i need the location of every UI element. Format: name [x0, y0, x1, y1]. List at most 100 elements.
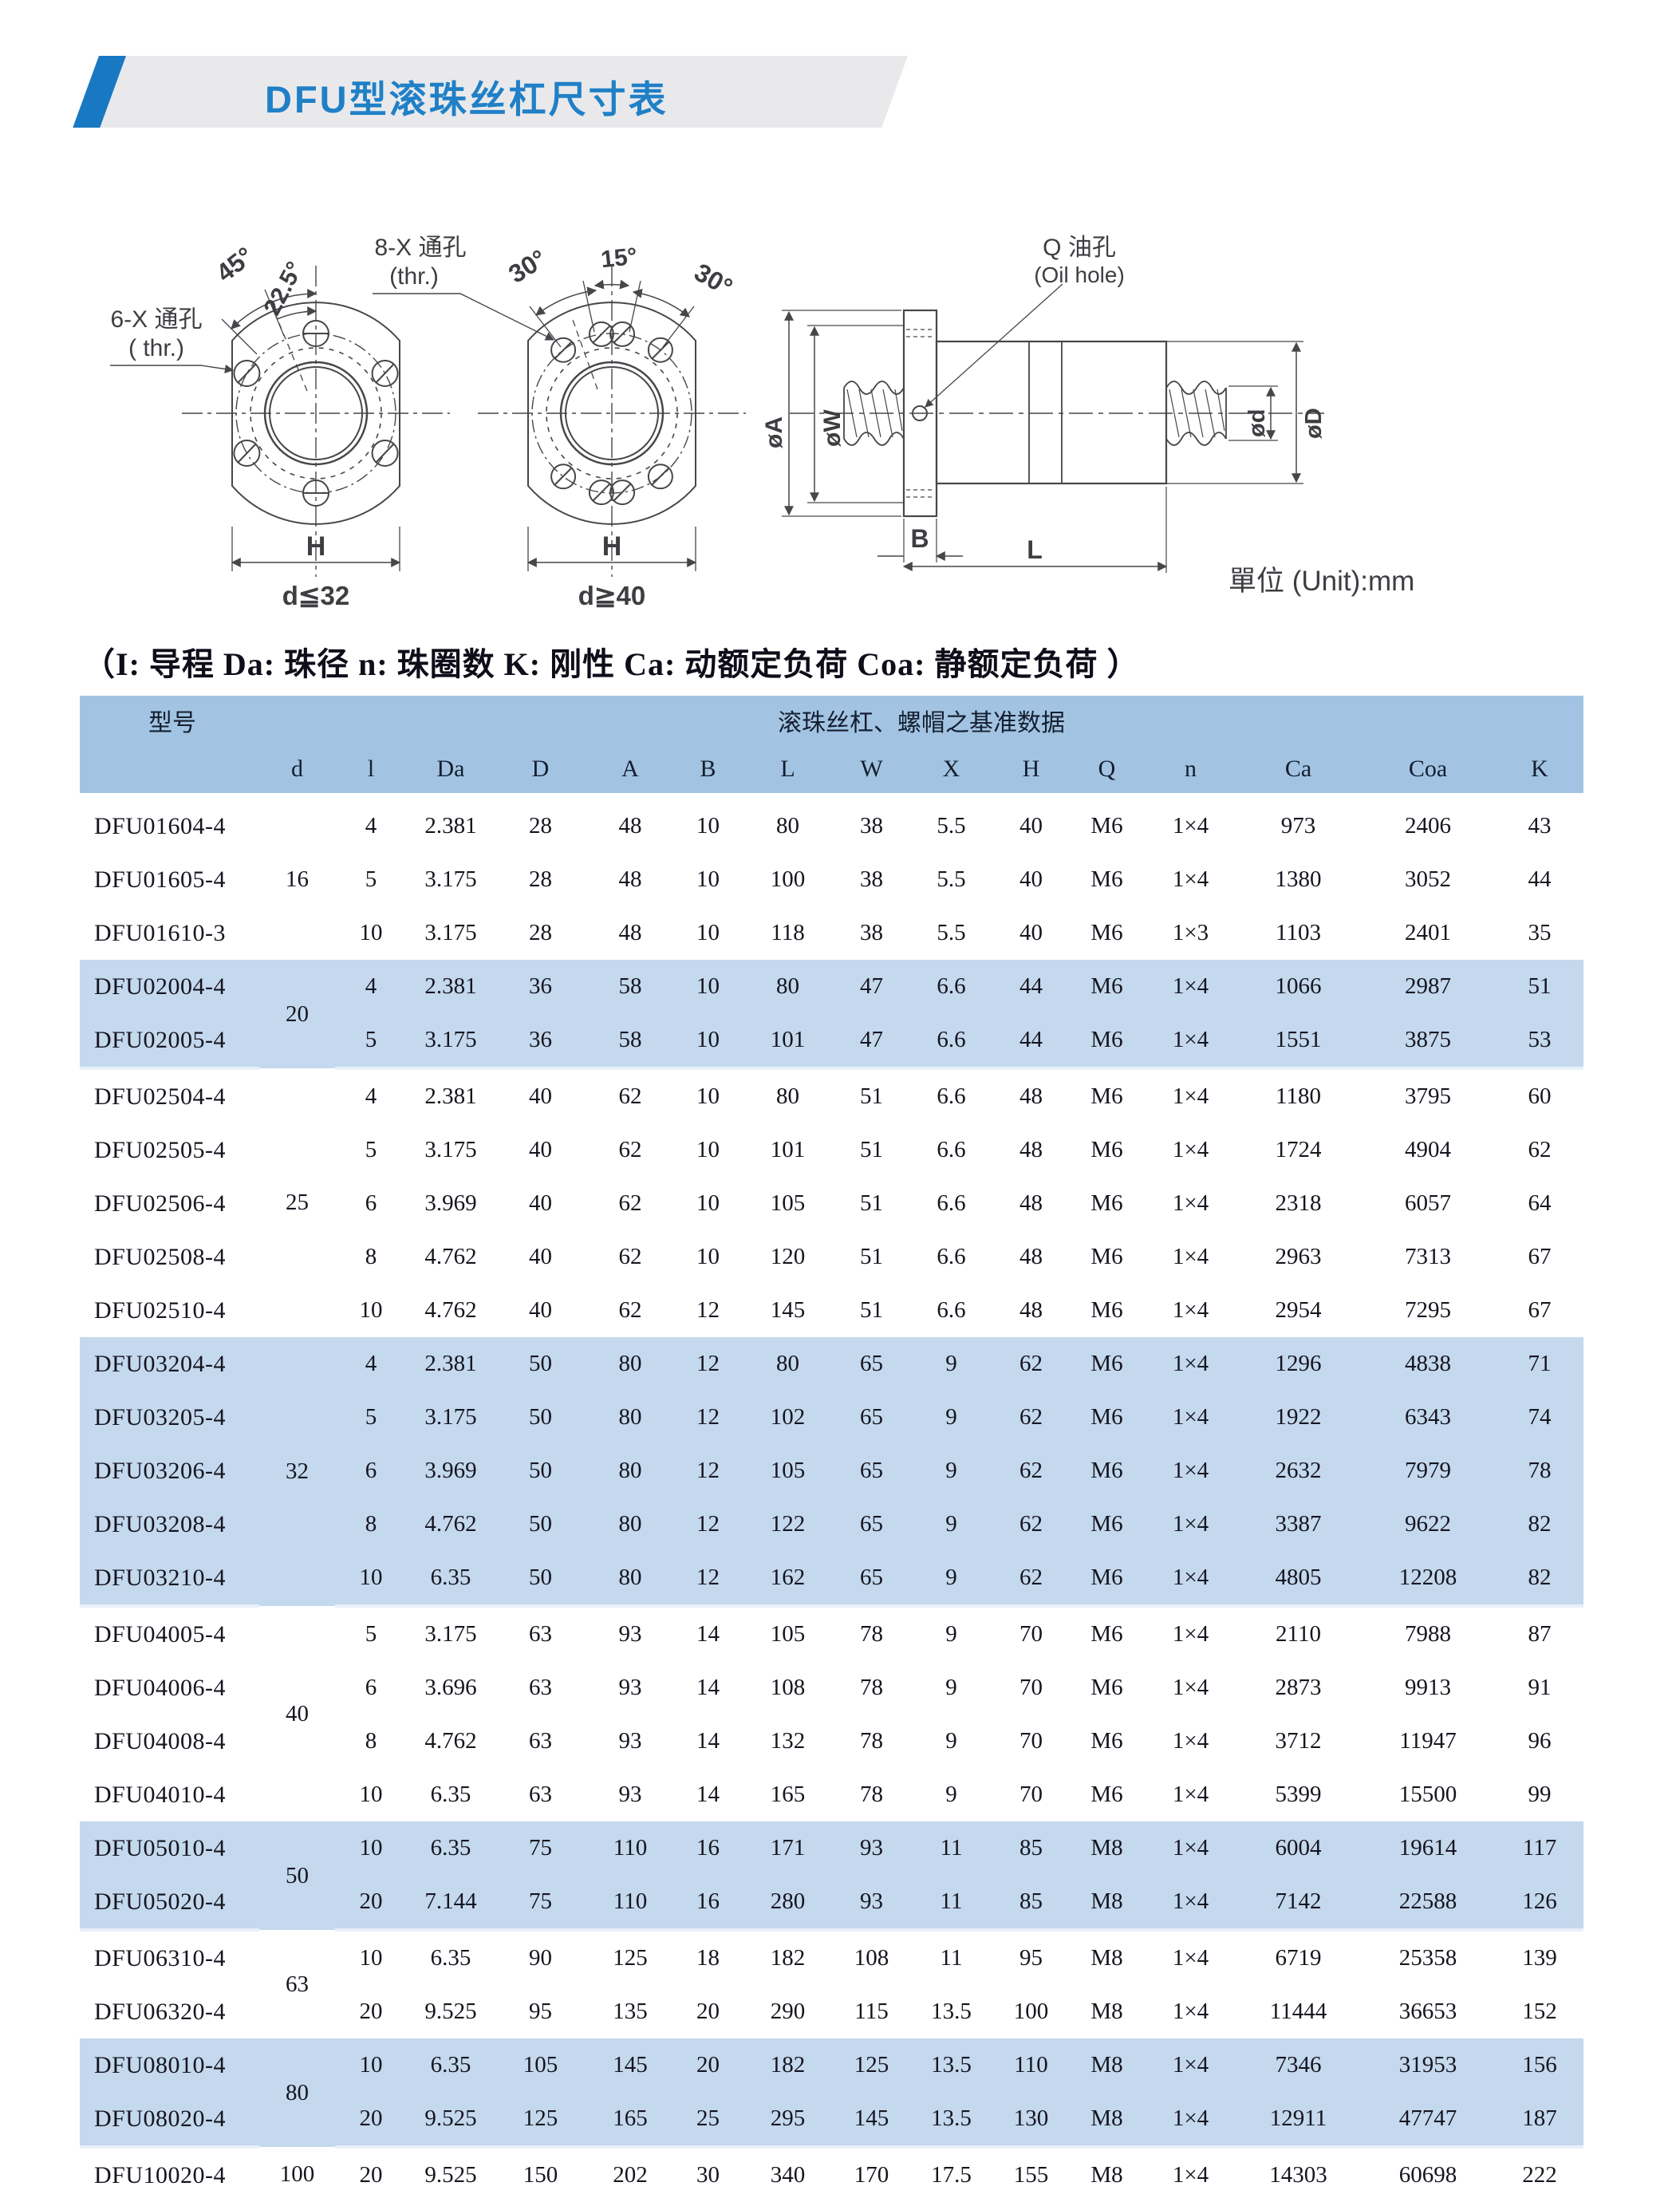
data-cell: 71: [1496, 1337, 1583, 1391]
data-cell: 80: [586, 1444, 674, 1498]
data-cell: 3387: [1236, 1498, 1360, 1551]
data-cell: 9: [909, 1337, 993, 1391]
d-group-cell: 16: [259, 795, 335, 960]
column-header-d: d: [259, 745, 335, 799]
data-cell: 40: [1019, 920, 1043, 945]
data-cell: 9: [945, 1728, 957, 1754]
data-cell: 65: [834, 1498, 909, 1551]
data-cell: 1066: [1236, 960, 1360, 1013]
data-cell: 1724: [1275, 1137, 1322, 1162]
data-cell: 11: [909, 1875, 993, 1932]
data-cell: M6: [1090, 866, 1123, 892]
table-row: DFU08010-4 80 10 6.35 105 145 20 182 125 13.5 110 M…: [80, 2038, 1583, 2147]
data-cell: 85: [993, 1821, 1069, 1875]
model-cell: DFU02505-4: [94, 1136, 227, 1163]
table-row: DFU04008-4 8 4.762 63 93 14 132 78 9 70 M6 1×4 3712 1…: [80, 1715, 1583, 1768]
data-cell: 145: [586, 2038, 674, 2092]
data-cell: 1×3: [1172, 920, 1209, 945]
data-cell: 9: [909, 1391, 993, 1444]
data-cell: M6: [1069, 960, 1145, 1013]
data-cell: 1×4: [1172, 1621, 1209, 1647]
thru-hole-label: 8-X 通孔: [374, 235, 466, 261]
data-cell: 6.35: [430, 1945, 471, 1971]
data-cell: 93: [618, 1621, 642, 1647]
data-cell: 1×4: [1145, 2038, 1236, 2092]
table-row: DFU03206-4 6 3.969 50 80 12 105 65 9 62 M6 1×4 2632 7…: [80, 1444, 1583, 1498]
data-cell: 10: [359, 920, 383, 945]
data-cell: 93: [834, 1821, 909, 1875]
data-cell: 62: [618, 1297, 642, 1323]
model-cell: DFU06310-4: [94, 1944, 227, 1971]
data-cell: 80: [742, 795, 834, 853]
data-cell: 44: [993, 1013, 1069, 1070]
data-cell: 130: [993, 2092, 1069, 2149]
dim-dia-d: ød: [1244, 409, 1270, 437]
data-cell: 156: [1496, 2038, 1583, 2092]
d-group-cell: 20: [259, 960, 335, 1068]
data-cell: 4.762: [407, 1498, 495, 1551]
data-cell: 115: [854, 1999, 889, 2024]
table-row: DFU02508-4 8 4.762 40 62 10 120 51 6.6 48 M6 1×4 296…: [80, 1230, 1583, 1284]
model-cell: DFU03205-4: [80, 1391, 259, 1444]
table-row: DFU02505-4 5 3.175 40 62 10 101 51 6.6 48 M6 1×4 172…: [80, 1123, 1583, 1177]
d-group-cell: 25: [286, 1190, 309, 1215]
table-row: DFU10020-4 100 20 9.525 150 202 30 340 170 17.5 15…: [80, 2147, 1583, 2202]
data-cell: 171: [742, 1821, 834, 1875]
model-cell: DFU02508-4: [94, 1243, 227, 1270]
data-cell: M8: [1069, 2092, 1145, 2149]
data-cell: 40: [1019, 866, 1043, 892]
data-cell: 10: [335, 1551, 407, 1608]
data-cell: 25358: [1398, 1945, 1457, 1971]
column-header-L: L: [742, 745, 834, 799]
model-cell: DFU06320-4: [94, 1998, 227, 2025]
data-cell: 65: [834, 1391, 909, 1444]
data-cell: 1×4: [1172, 1137, 1209, 1162]
data-cell: 120: [770, 1244, 806, 1269]
data-cell: 1103: [1276, 920, 1321, 945]
data-cell: 145: [770, 1297, 806, 1323]
data-cell: 1×4: [1145, 1821, 1236, 1875]
data-cell: 47: [834, 960, 909, 1013]
table-row: DFU02005-4 5 3.175 36 58 10 101 47 6.6 44 M6 1×4 155…: [80, 1013, 1583, 1070]
data-cell: 2406: [1360, 795, 1496, 853]
data-cell: 2963: [1275, 1244, 1322, 1269]
data-cell: 48: [618, 866, 642, 892]
data-cell: M8: [1090, 1999, 1123, 2024]
data-cell: 65: [834, 1551, 909, 1608]
table-row: DFU06310-4 63 10 6.35 90 125 18 182 108 11 95 M8 1×4…: [80, 1930, 1583, 1997]
model-cell: DFU02510-4: [94, 1296, 227, 1324]
data-cell: 1380: [1275, 866, 1322, 892]
model-cell: DFU03204-4: [80, 1337, 259, 1391]
dim-dia-a: øA: [761, 416, 787, 448]
data-cell: 5: [335, 1391, 407, 1444]
column-header-X: X: [909, 745, 993, 799]
data-cell: 6: [365, 1190, 377, 1216]
data-cell: 44: [993, 960, 1069, 1013]
data-cell: 1×4: [1172, 866, 1209, 892]
dim-h-label: H: [602, 531, 622, 562]
data-cell: 110: [993, 2038, 1069, 2092]
data-cell: 58: [586, 1013, 674, 1070]
data-cell: 75: [495, 1875, 586, 1932]
data-cell: 2.381: [407, 795, 495, 853]
table-row: DFU05020-4 20 7.144 75 110 16 280 93 11 85 M8 1×4 71…: [80, 1875, 1583, 1932]
data-cell: 3052: [1405, 866, 1451, 892]
column-header-spacer: [80, 745, 259, 799]
data-cell: M6: [1090, 1297, 1123, 1323]
data-cell: 1922: [1236, 1391, 1360, 1444]
dim-l-label: L: [1027, 535, 1043, 564]
model-cell: DFU08020-4: [80, 2092, 259, 2149]
data-cell: 110: [586, 1875, 674, 1932]
data-cell: 36653: [1398, 1999, 1457, 2024]
data-cell: 187: [1496, 2092, 1583, 2149]
data-cell: 110: [586, 1821, 674, 1875]
screw-thread-left: [843, 381, 905, 446]
data-cell: 93: [618, 1782, 642, 1807]
table-row: DFU01610-3 10 3.175 28 48 10 118 38 5.5 40 M6 1×3 11…: [80, 906, 1583, 960]
data-cell: 7346: [1236, 2038, 1360, 2092]
data-cell: 1×4: [1172, 1728, 1209, 1754]
data-cell: 47747: [1360, 2092, 1496, 2149]
data-cell: 48: [586, 795, 674, 853]
data-cell: 1×4: [1172, 1999, 1209, 2024]
data-cell: 155: [1013, 2162, 1049, 2188]
